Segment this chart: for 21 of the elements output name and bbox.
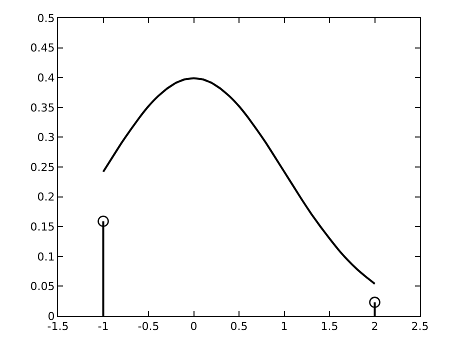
x-tick-label: 1.5 (320, 320, 338, 334)
x-tick-label: 2 (371, 320, 378, 334)
y-tick-label: 0.05 (30, 280, 55, 294)
x-tick-label: 0 (190, 320, 198, 334)
y-tick-label: 0.2 (37, 190, 55, 204)
y-tick-label: 0.3 (37, 131, 55, 144)
line-series (102, 77, 376, 285)
x-tick-label: 0.5 (230, 320, 248, 334)
y-tick-label: 0.35 (30, 101, 55, 114)
x-tick-label: -1.5 (47, 320, 69, 334)
x-tick-label: 2.5 (411, 320, 429, 334)
y-tick-label: 0.45 (30, 42, 55, 55)
y-tick-label: 0 (48, 310, 55, 323)
x-tick-label: -1 (98, 320, 109, 334)
y-tick-label: 0.4 (37, 71, 55, 84)
y-tick-label: 0.15 (30, 220, 55, 234)
y-tick-label: 0.25 (30, 160, 55, 174)
x-tick-label: 1 (280, 320, 288, 334)
y-tick-label: 0.5 (37, 12, 55, 25)
y-tick-label: 0.1 (37, 250, 55, 264)
x-tick-label: -0.5 (138, 320, 160, 334)
